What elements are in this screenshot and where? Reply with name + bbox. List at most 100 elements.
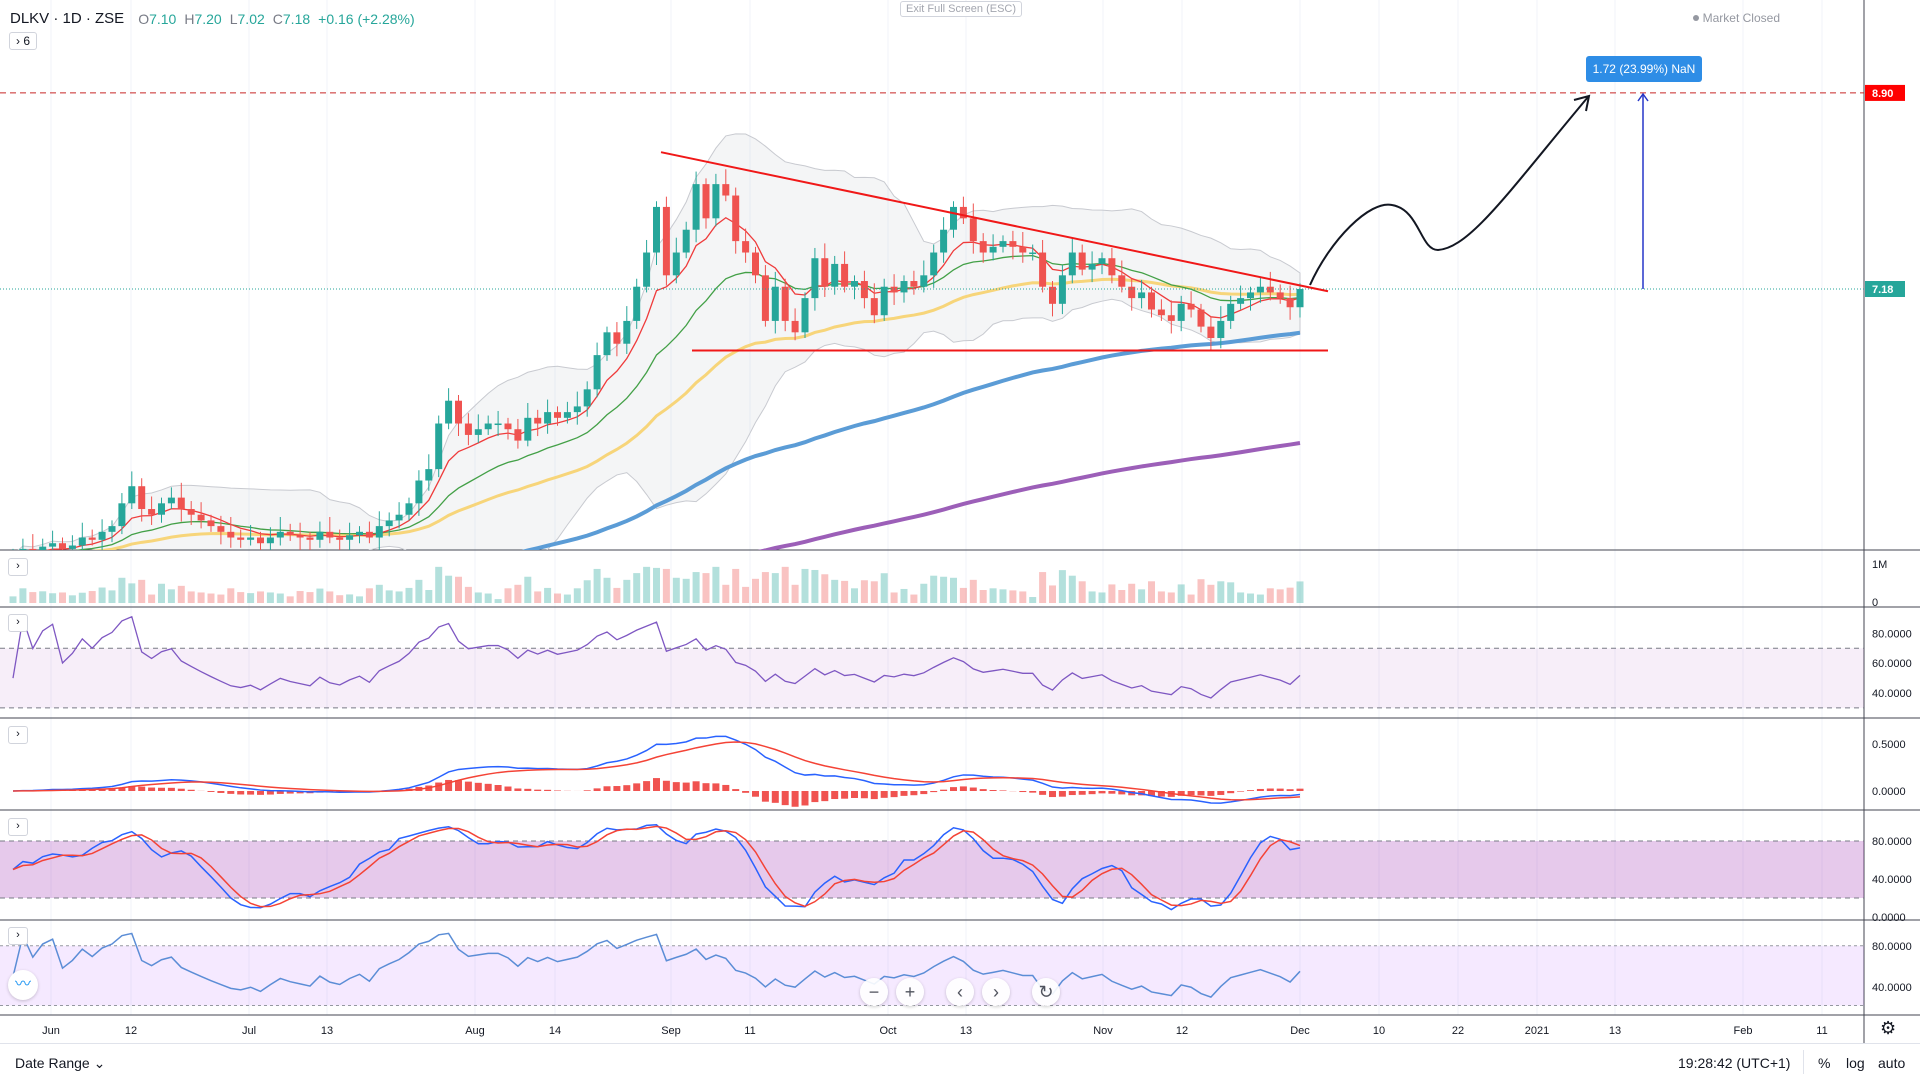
volume-bar	[1188, 595, 1195, 603]
candle-body	[643, 253, 650, 287]
scroll-left-button[interactable]: ‹	[946, 978, 974, 1006]
volume-bar	[821, 574, 828, 603]
time-axis-label: 2021	[1525, 1025, 1549, 1037]
candle-body	[1069, 253, 1076, 276]
zoom-out-button[interactable]: −	[860, 978, 888, 1006]
candle-body	[514, 429, 521, 440]
indicators-toggle-button[interactable]: › 6	[9, 32, 37, 50]
macd-histogram-bar	[1277, 789, 1284, 791]
candle-body	[118, 503, 125, 526]
volume-bar	[445, 576, 452, 603]
volume-bar	[386, 590, 393, 603]
time-axis-label: 22	[1452, 1025, 1464, 1037]
macd-histogram-bar	[594, 788, 601, 791]
volume-bar	[465, 587, 472, 603]
volume-bar	[742, 587, 749, 603]
change-value: +0.16 (+2.28%)	[318, 11, 415, 27]
volume-bar	[1000, 589, 1007, 603]
macd-histogram-bar	[237, 791, 244, 794]
volume-bar	[643, 567, 650, 603]
percent-scale-button[interactable]: %	[1818, 1055, 1830, 1071]
candle-body	[802, 298, 809, 332]
time-axis-label: 12	[1176, 1025, 1188, 1037]
date-range-button[interactable]: Date Range ⌄	[15, 1055, 105, 1072]
volume-bar	[109, 590, 116, 603]
volume-pane-toggle[interactable]: ›	[8, 558, 28, 576]
volume-bar	[168, 589, 175, 603]
volume-bar	[99, 588, 106, 603]
candle-body	[19, 549, 26, 555]
reset-chart-button[interactable]: ↻	[1032, 978, 1060, 1006]
macd-histogram-bar	[673, 782, 680, 791]
volume-bar	[29, 592, 36, 603]
candle-body	[1000, 241, 1007, 247]
volume-bar	[346, 594, 353, 603]
candle-body	[524, 418, 531, 441]
volume-bar	[425, 590, 432, 603]
high-value: 7.20	[194, 11, 221, 27]
volume-bar	[138, 580, 145, 603]
macd-histogram-bar	[475, 783, 482, 791]
candle-body	[1297, 289, 1304, 307]
volume-bar	[79, 593, 86, 603]
macd-histogram-bar	[960, 786, 967, 791]
scroll-right-button[interactable]: ›	[982, 978, 1010, 1006]
candle-body	[693, 184, 700, 230]
volume-bar	[1158, 591, 1165, 603]
auto-scale-button[interactable]: auto	[1878, 1055, 1905, 1071]
stoch-pane-toggle[interactable]: ›	[8, 818, 28, 836]
macd-histogram-bar	[732, 789, 739, 791]
candle-body	[178, 498, 185, 509]
time-axis-label: 13	[960, 1025, 972, 1037]
candle-body	[247, 538, 254, 540]
close-value: 7.18	[283, 11, 310, 27]
candle-body	[712, 184, 719, 218]
candle-body	[39, 547, 46, 552]
symbol-title: DLKV · 1D · ZSE	[10, 10, 124, 27]
volume-bar	[1118, 590, 1125, 603]
tradingview-logo-icon[interactable]: 〰	[8, 970, 38, 1000]
candle-body	[732, 196, 739, 242]
volume-bar	[1089, 591, 1096, 603]
low-value: 7.02	[238, 11, 265, 27]
macd-histogram-bar	[871, 791, 878, 799]
macd-histogram-bar	[247, 791, 254, 795]
volume-bar	[366, 588, 373, 603]
macd-pane-toggle[interactable]: ›	[8, 726, 28, 744]
volume-bar	[851, 588, 858, 603]
osc-pane-toggle[interactable]: ›	[8, 927, 28, 945]
macd-histogram-bar	[910, 791, 917, 795]
exit-fullscreen-button[interactable]: Exit Full Screen (ESC)	[900, 1, 1022, 17]
volume-bar	[495, 599, 502, 603]
macd-histogram-bar	[217, 791, 224, 793]
log-scale-button[interactable]: log	[1846, 1055, 1865, 1071]
candle-body	[128, 486, 135, 503]
macd-histogram-bar	[554, 790, 561, 791]
candle-body	[1277, 292, 1284, 298]
candle-body	[495, 424, 502, 426]
time-axis-label: Feb	[1734, 1025, 1753, 1037]
clock[interactable]: 19:28:42 (UTC+1)	[1678, 1055, 1790, 1071]
candle-body	[455, 401, 462, 424]
settings-gear-icon[interactable]: ⚙	[1880, 1018, 1896, 1039]
candle-body	[445, 401, 452, 424]
macd-histogram-bar	[208, 791, 215, 792]
candle-body	[198, 515, 205, 521]
candle-body	[59, 543, 66, 549]
measure-label: 1.72 (23.99%) NaN	[1586, 56, 1702, 82]
macd-histogram-bar	[1198, 791, 1205, 795]
candle-body	[623, 321, 630, 344]
candle-body	[881, 287, 888, 316]
volume-bar	[653, 568, 660, 603]
candle-body	[564, 412, 571, 418]
time-axis-label: 14	[549, 1025, 561, 1037]
volume-bar	[1099, 592, 1106, 603]
zoom-in-button[interactable]: +	[896, 978, 924, 1006]
volume-bar	[703, 573, 710, 603]
volume-bar	[554, 594, 561, 603]
volume-bar	[1227, 582, 1234, 603]
candle-body	[1128, 287, 1135, 298]
rsi-pane-toggle[interactable]: ›	[8, 614, 28, 632]
volume-axis-label: 1M	[1872, 559, 1887, 571]
